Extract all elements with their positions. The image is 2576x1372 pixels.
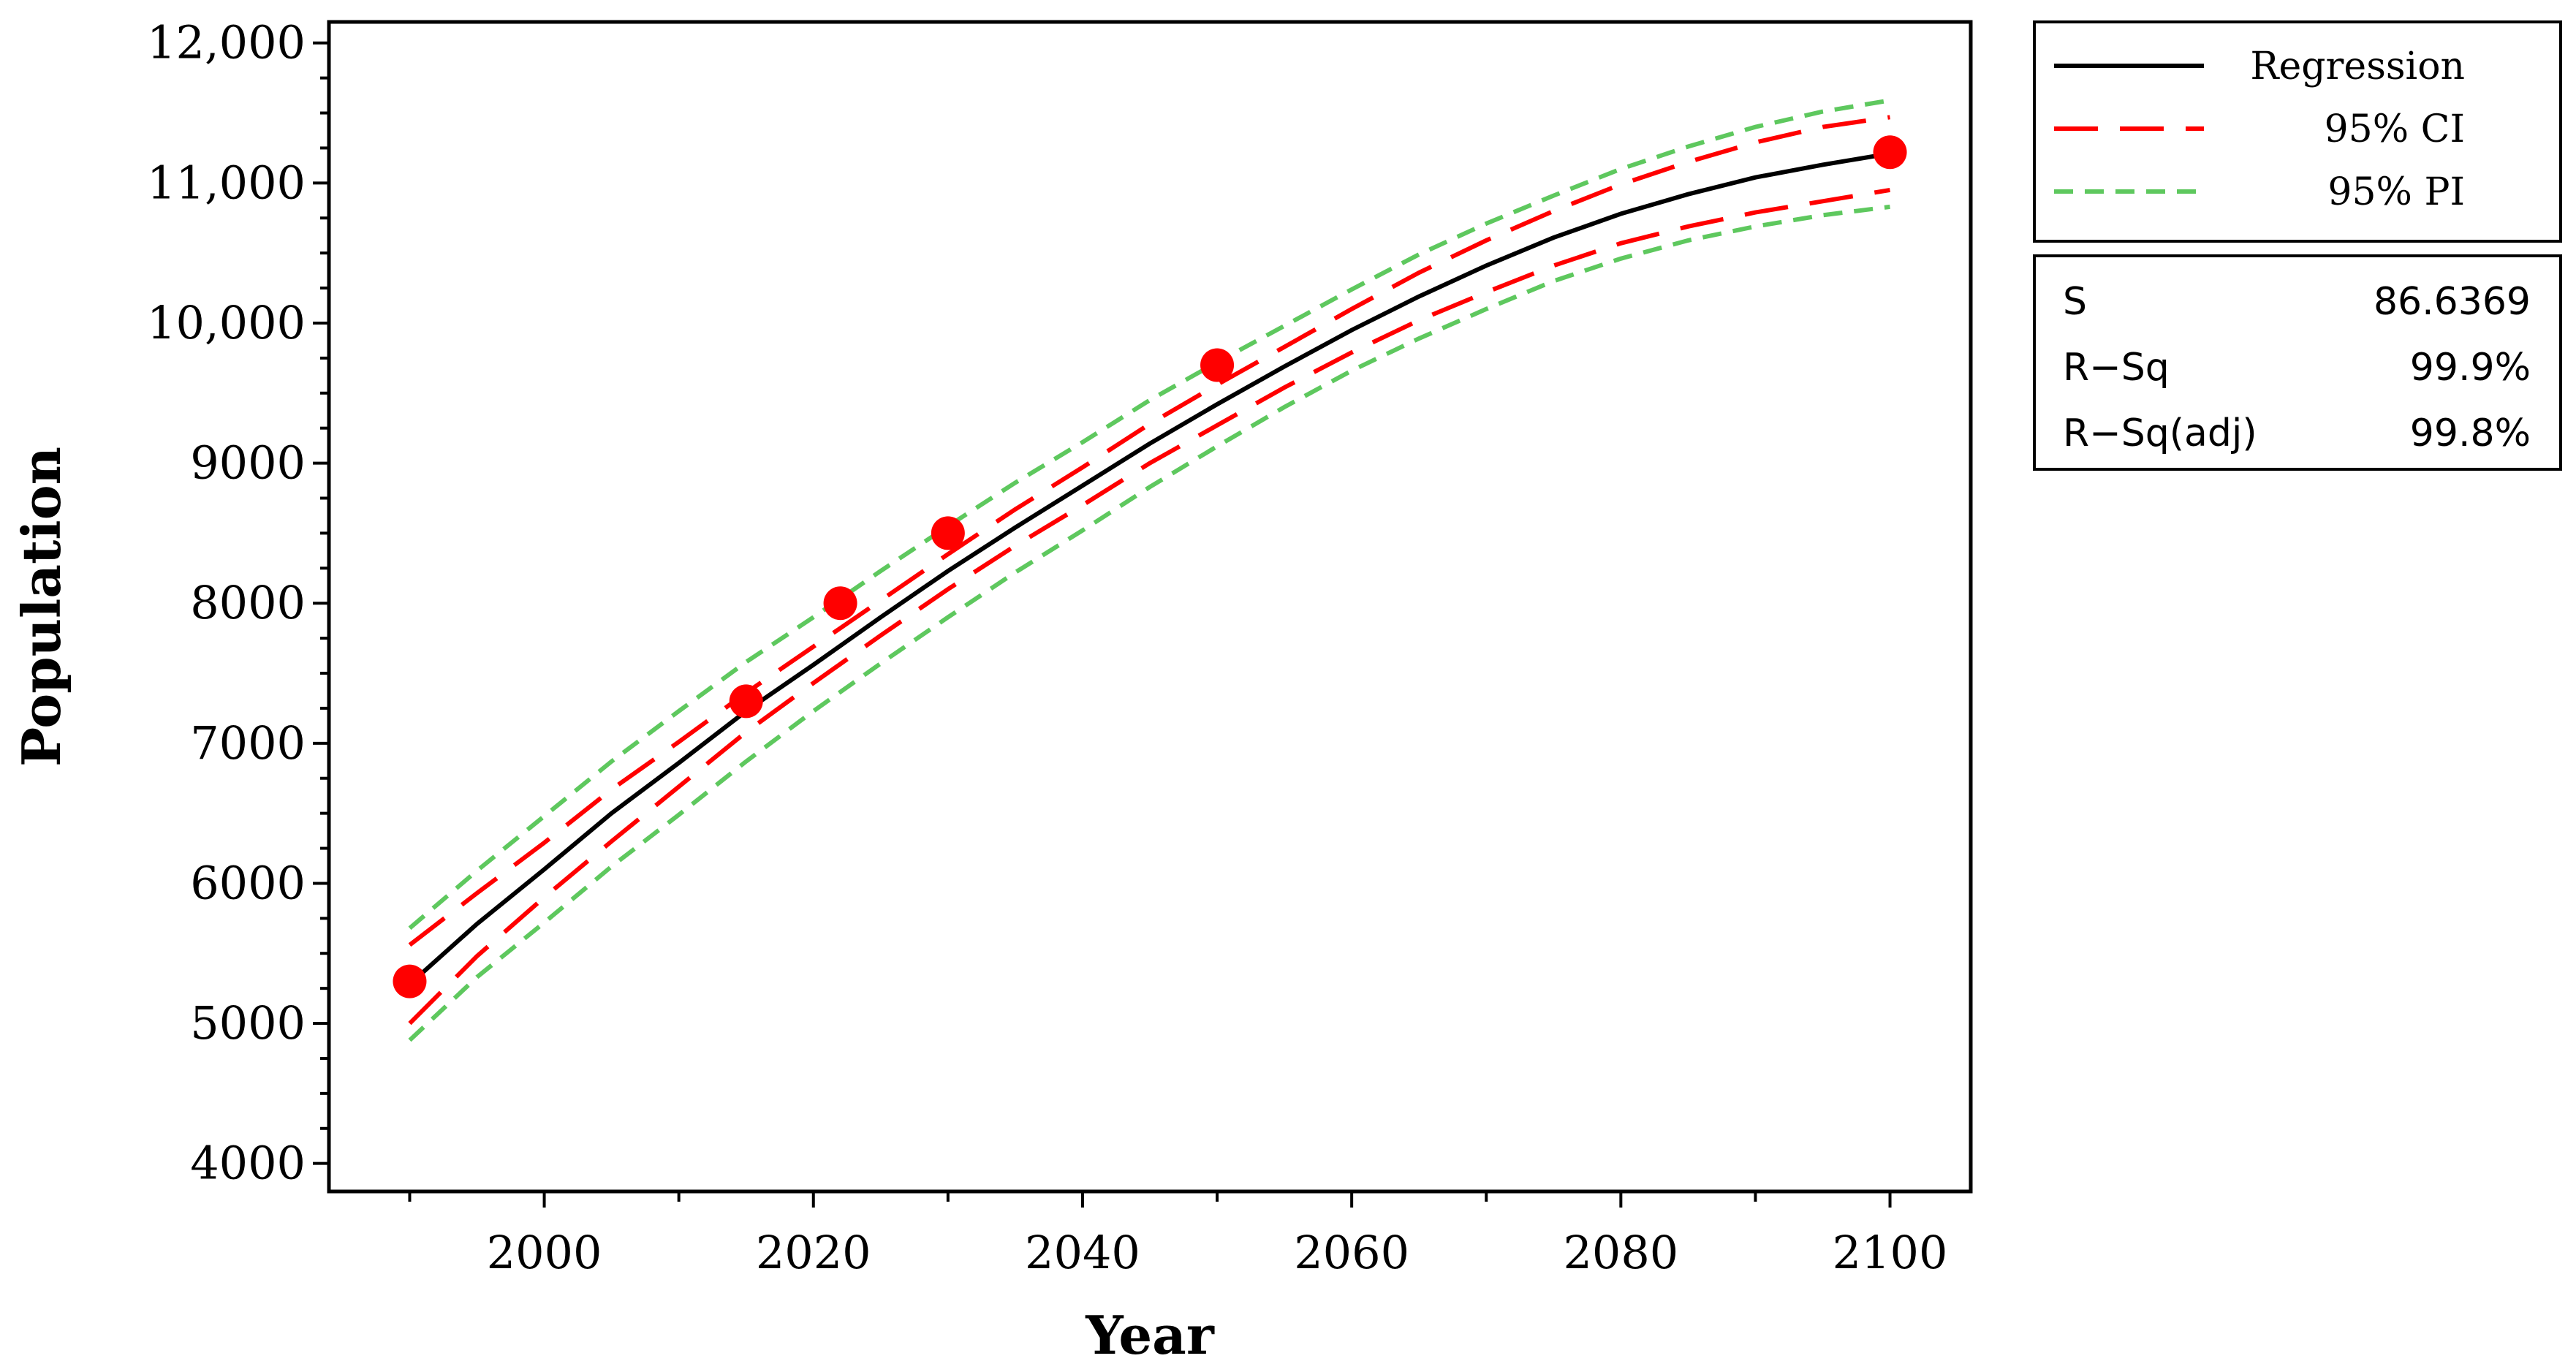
y-tick-label: 7000	[190, 716, 306, 770]
y-tick-label: 6000	[190, 856, 306, 909]
stat-label-s: S	[2063, 280, 2087, 324]
x-tick-label: 2060	[1294, 1226, 1409, 1279]
stat-label-rsq-adj: R−Sq(adj)	[2063, 412, 2257, 455]
stat-value-rsq-adj: 99.8%	[2410, 412, 2531, 455]
y-tick-label: 5000	[190, 996, 306, 1050]
x-axis-title: Year	[1085, 1304, 1215, 1366]
series-layer	[408, 98, 1890, 1042]
data-point	[931, 516, 965, 550]
data-point	[729, 684, 763, 719]
ci-upper-line	[408, 115, 1890, 947]
y-tick-label: 12,000	[147, 16, 306, 69]
y-tick-label: 8000	[190, 576, 306, 629]
plot-area-frame	[327, 20, 1973, 1194]
legend-label-pi: 95% PI	[2327, 170, 2465, 214]
pi-lower-line	[408, 204, 1890, 1042]
x-axis: 2000 2020 2040 2060 2080 2100	[408, 1191, 1948, 1279]
stats-box: S 86.6369 R−Sq 99.9% R−Sq(adj) 99.8%	[2033, 254, 2562, 471]
legend-label-regression: Regression	[2250, 45, 2465, 88]
x-tick-label: 2040	[1025, 1226, 1140, 1279]
legend-frame	[2033, 20, 2562, 243]
legend-label-ci: 95% CI	[2325, 107, 2465, 151]
x-tick-label: 2000	[487, 1226, 602, 1279]
stat-value-rsq: 99.9%	[2410, 346, 2531, 390]
y-tick-label: 9000	[190, 436, 306, 490]
ci-lower-line	[408, 187, 1890, 1026]
x-tick-label: 2080	[1563, 1226, 1678, 1279]
y-tick-label: 10,000	[147, 296, 306, 349]
stats-box-frame	[2033, 254, 2562, 471]
y-tick-label: 11,000	[147, 156, 306, 209]
x-tick-label: 2100	[1833, 1226, 1948, 1279]
y-axis: 4000 5000 6000 7000 8000 9000 10,000 11,000 12,0…	[147, 16, 329, 1190]
regression-line	[408, 151, 1890, 986]
pi-upper-line	[408, 98, 1890, 931]
x-tick-label: 2020	[756, 1226, 871, 1279]
y-tick-label: 4000	[190, 1137, 306, 1190]
y-axis-title: Population	[10, 447, 72, 767]
stat-label-rsq: R−Sq	[2063, 346, 2170, 390]
observed-points	[393, 135, 1907, 998]
data-point	[1200, 348, 1235, 382]
data-point	[823, 586, 857, 621]
stat-value-s: 86.6369	[2374, 280, 2531, 324]
data-point	[393, 964, 427, 998]
legend: Regression 95% CI 95% PI	[2033, 20, 2562, 243]
data-point	[1873, 135, 1907, 170]
